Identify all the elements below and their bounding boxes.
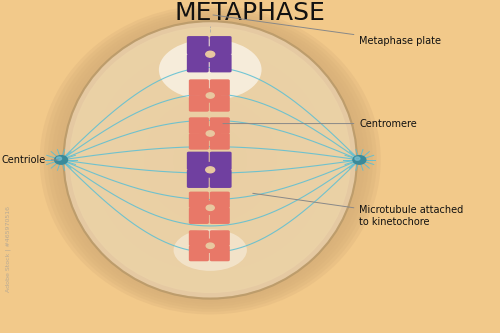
Ellipse shape (64, 21, 357, 299)
FancyBboxPatch shape (189, 230, 209, 246)
FancyBboxPatch shape (189, 207, 209, 224)
Ellipse shape (196, 146, 225, 174)
Ellipse shape (86, 42, 335, 278)
Ellipse shape (64, 21, 357, 299)
Ellipse shape (159, 111, 262, 208)
FancyBboxPatch shape (210, 245, 230, 261)
Ellipse shape (188, 139, 232, 181)
FancyBboxPatch shape (189, 245, 209, 261)
Circle shape (54, 156, 68, 164)
FancyBboxPatch shape (187, 36, 208, 55)
Ellipse shape (48, 11, 373, 309)
Circle shape (353, 156, 366, 164)
FancyBboxPatch shape (187, 54, 208, 72)
Text: Centriole: Centriole (2, 155, 58, 165)
FancyBboxPatch shape (210, 133, 230, 150)
Text: Metaphase plate: Metaphase plate (213, 15, 442, 46)
Ellipse shape (174, 229, 247, 271)
Circle shape (56, 157, 62, 160)
Text: Microtubule attached
to kinetochore: Microtubule attached to kinetochore (252, 193, 464, 227)
Text: METAPHASE: METAPHASE (174, 1, 326, 25)
FancyBboxPatch shape (210, 169, 232, 188)
Circle shape (206, 205, 214, 210)
FancyBboxPatch shape (210, 117, 230, 134)
FancyBboxPatch shape (210, 36, 232, 55)
Ellipse shape (70, 27, 351, 293)
Ellipse shape (159, 39, 262, 100)
FancyBboxPatch shape (210, 54, 232, 72)
FancyBboxPatch shape (210, 79, 230, 96)
Ellipse shape (144, 98, 276, 222)
Ellipse shape (100, 56, 320, 264)
Ellipse shape (174, 125, 247, 194)
Ellipse shape (40, 5, 381, 314)
Circle shape (206, 167, 214, 173)
FancyBboxPatch shape (189, 95, 209, 112)
Ellipse shape (56, 16, 365, 304)
Circle shape (200, 163, 221, 177)
Text: Adobe Stock | #465970516: Adobe Stock | #465970516 (5, 206, 10, 292)
Circle shape (200, 89, 220, 102)
FancyBboxPatch shape (210, 207, 230, 224)
Ellipse shape (93, 49, 328, 271)
FancyBboxPatch shape (210, 152, 232, 170)
Ellipse shape (203, 153, 218, 167)
Ellipse shape (130, 84, 291, 236)
Circle shape (200, 127, 220, 140)
FancyBboxPatch shape (210, 230, 230, 246)
Circle shape (200, 239, 220, 252)
FancyBboxPatch shape (189, 191, 209, 208)
Circle shape (200, 201, 220, 214)
FancyBboxPatch shape (189, 117, 209, 134)
Ellipse shape (71, 28, 349, 292)
FancyBboxPatch shape (187, 152, 208, 170)
Ellipse shape (122, 77, 298, 243)
Ellipse shape (181, 132, 240, 187)
Ellipse shape (44, 8, 377, 312)
Ellipse shape (166, 118, 254, 201)
FancyBboxPatch shape (189, 79, 209, 96)
FancyBboxPatch shape (210, 191, 230, 208)
Ellipse shape (108, 63, 313, 257)
Circle shape (206, 131, 214, 136)
Circle shape (206, 93, 214, 98)
Ellipse shape (115, 70, 306, 250)
FancyBboxPatch shape (187, 169, 208, 188)
Circle shape (206, 51, 214, 57)
Text: Centromere: Centromere (223, 119, 417, 129)
Ellipse shape (152, 105, 269, 215)
Ellipse shape (137, 91, 284, 229)
FancyBboxPatch shape (210, 95, 230, 112)
FancyBboxPatch shape (189, 133, 209, 150)
Ellipse shape (52, 13, 369, 306)
Circle shape (200, 47, 221, 62)
Circle shape (206, 243, 214, 248)
Ellipse shape (78, 35, 342, 285)
Circle shape (355, 157, 360, 160)
